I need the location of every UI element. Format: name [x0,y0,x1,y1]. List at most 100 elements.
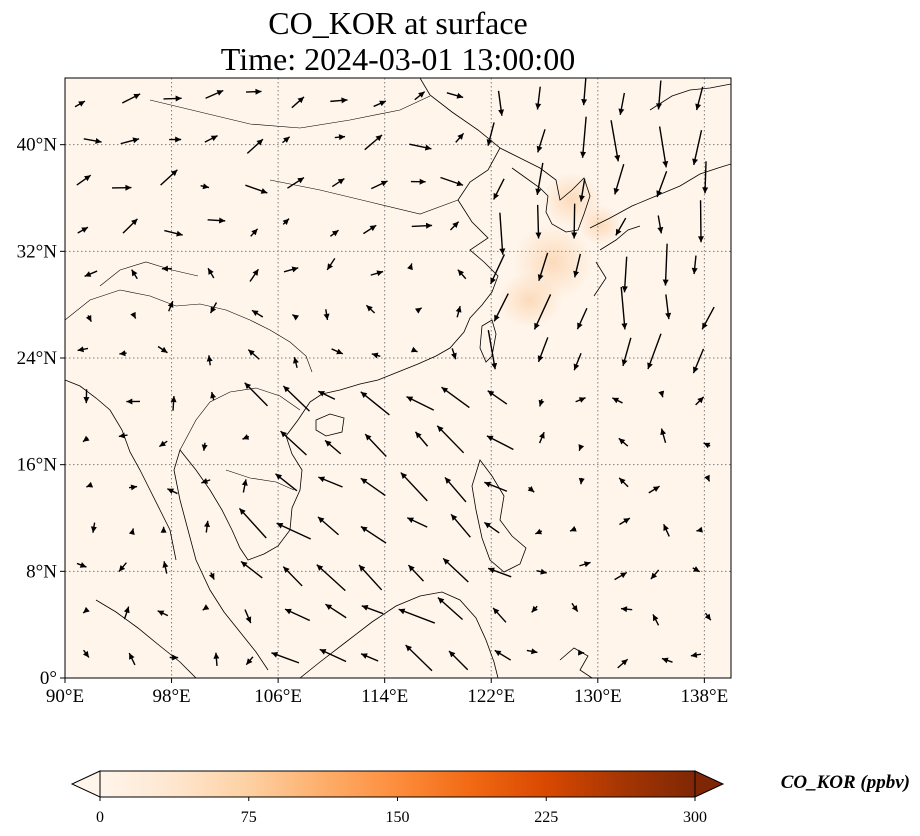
wind-arrow [697,200,704,243]
wind-arrow [656,80,662,110]
wind-arrow [76,174,92,186]
wind-arrow [489,254,506,285]
wind-arrow [648,485,660,494]
wind-arrow [246,138,264,154]
wind-arrow [126,398,141,405]
wind-arrow [536,568,547,575]
wind-arrow [492,607,507,623]
wind-arrow [494,649,512,661]
x-tick-label: 130°E [574,686,622,707]
wind-arrow [449,221,460,231]
wind-arrow [535,528,543,535]
wind-arrow [618,437,629,447]
wind-arrow [411,222,433,229]
colorbar-label: CO_KOR (ppbv) [781,772,910,793]
wind-arrow [578,649,585,656]
myanmar-coastline [65,379,177,561]
wind-arrow [702,161,709,194]
wind-arrow [621,256,628,293]
wind-arrow [493,178,505,200]
wind-arrow [483,521,500,534]
wind-arrow [621,337,632,367]
map-frame [64,77,732,679]
y-tick-label: 8°N [26,561,57,582]
wind-arrow [370,270,384,277]
wind-arrow [407,564,424,582]
wind-arrow [251,309,264,318]
wind-arrow [415,307,423,314]
wind-arrow [83,389,90,404]
wind-arrow [487,390,508,405]
wind-arrow [85,315,92,323]
wind-arrow [118,562,127,572]
x-tick-label: 90°E [46,686,84,707]
wind-arrow [200,183,210,190]
x-tick-label: 122°E [467,686,515,707]
wind-arrow [331,177,345,188]
sulawesi-coastline [559,647,593,678]
wind-arrow [131,269,138,280]
wind-arrow [122,218,138,234]
wind-arrow [652,614,660,626]
wind-arrow [209,302,218,314]
wind-arrow [271,652,300,664]
x-tick-label: 114°E [361,686,408,707]
hainan-coastline [315,413,345,437]
colorbar-tick-label: 225 [534,809,558,826]
wind-arrow [77,226,89,234]
wind-arrow [163,95,182,102]
wind-arrow [201,478,211,484]
wind-arrow [361,605,384,615]
wind-arrow [365,304,376,314]
wind-arrow [487,567,512,578]
wind-vectors [74,78,715,672]
wind-arrow [695,396,705,406]
wind-arrow [486,122,495,146]
x-tick-label: 138°E [681,686,729,707]
y-tick-label: 32°N [17,241,58,262]
wind-arrow [704,612,712,621]
wind-arrow [170,396,177,411]
wind-arrow [662,243,669,286]
wind-arrow [437,596,464,621]
wind-arrow [169,136,182,143]
wind-arrow [455,305,462,318]
wind-arrow [450,513,471,538]
wind-arrow [319,648,347,663]
wind-arrow [167,488,178,495]
inland-borders [65,95,459,491]
wind-arrow [696,526,703,533]
wind-arrow [282,136,291,144]
wind-arrow [244,609,252,624]
wind-arrow [130,311,137,319]
colorbar-tick-label: 300 [683,809,707,826]
wind-arrow [316,564,346,592]
wind-arrow [457,269,467,280]
map-title: CO_KOR at surface [268,5,528,41]
wind-arrow [499,212,506,255]
china-coastline [309,78,501,403]
wind-arrow [360,391,390,416]
wind-arrow [414,431,429,447]
wind-arrow [612,397,623,404]
colorbar-tick-label: 0 [96,809,104,826]
wind-arrow [204,135,218,143]
wind-arrow [409,143,432,151]
wind-arrow [538,431,545,444]
wind-arrow [204,520,210,533]
wind-arrow [291,96,305,109]
colorbar-tick-label: 150 [386,809,410,826]
wind-arrow [244,382,269,407]
y-tick-label: 24°N [17,348,58,369]
wind-arrow [691,255,698,275]
wind-arrow [442,557,469,583]
wind-arrow [619,517,631,526]
wind-arrow [287,176,305,189]
wind-arrow [90,522,97,533]
wind-arrow [284,608,311,622]
wind-arrow [486,435,514,451]
wind-arrow [575,397,586,403]
wind-arrow [120,137,140,145]
y-tick-label: 40°N [17,135,58,156]
colorbar-over-arrow [694,770,725,798]
